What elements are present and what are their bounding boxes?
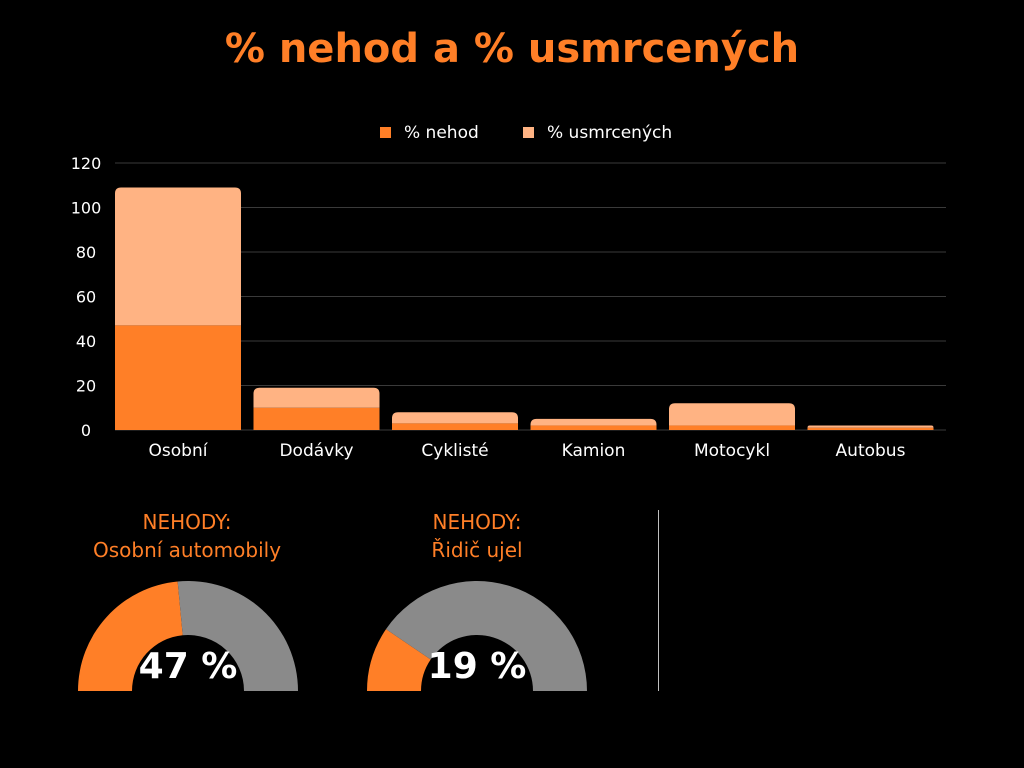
legend-label: % nehod: [404, 123, 479, 143]
gauge-2-heading-line2: Řidič ujel: [431, 538, 523, 562]
y-tick-label: 80: [76, 243, 96, 262]
y-tick-label: 40: [76, 332, 96, 351]
y-tick-label: 0: [81, 421, 91, 440]
gauge-1-chart: [78, 581, 298, 691]
bar-segment: [669, 403, 795, 426]
gauge-remaining-arc: [177, 581, 298, 691]
bar-segment: [253, 407, 380, 430]
bar-segment: [530, 418, 657, 426]
gauge-1-heading: NEHODY: Osobní automobily: [57, 508, 317, 564]
y-tick-label: 20: [76, 377, 96, 396]
bar-segment: [807, 425, 934, 428]
gauge-1-heading-line2: Osobní automobily: [92, 538, 282, 562]
legend-label: % usmrcených: [547, 123, 672, 143]
gauge-1-value: 47 %: [138, 646, 238, 687]
bar-segment: [807, 427, 934, 430]
bar-segment: [669, 425, 795, 430]
x-tick-label: Autobus: [836, 441, 906, 461]
gauge-remaining-arc: [386, 581, 587, 691]
y-tick-label: 120: [71, 154, 102, 173]
gauge-filled-arc: [367, 629, 431, 691]
x-tick-label: Dodávky: [279, 441, 353, 461]
bar-segment: [115, 325, 241, 430]
gauge-2-chart: [367, 581, 587, 691]
gauge-2-value: 19 %: [427, 646, 527, 687]
x-tick-label: Cyklisté: [421, 441, 488, 461]
x-tick-label: Kamion: [562, 441, 626, 461]
gauge-filled-arc: [78, 581, 183, 691]
bar-segment: [392, 412, 518, 424]
bar-segment: [392, 423, 518, 430]
legend-swatch: [523, 127, 534, 138]
bar-segment: [530, 425, 657, 430]
stacked-bar-chart: 0 20 40 60 80 100 120 % nehod % usmrcených Osobní…: [71, 123, 946, 461]
x-tick-label: Osobní: [149, 441, 209, 461]
bar-segment: [253, 387, 380, 408]
legend-swatch: [380, 127, 391, 138]
gauge-2-heading-line1: NEHODY:: [432, 510, 522, 534]
y-tick-label: 60: [76, 288, 96, 307]
gauge-2-heading: NEHODY: Řidič ujel: [347, 508, 607, 564]
y-tick-label: 100: [71, 199, 102, 218]
gauge-1-heading-line1: NEHODY:: [142, 510, 232, 534]
bar-segment: [115, 187, 241, 326]
page-title: % nehod a % usmrcených: [224, 26, 800, 72]
x-tick-label: Motocykl: [694, 441, 770, 461]
divider: [658, 510, 659, 691]
